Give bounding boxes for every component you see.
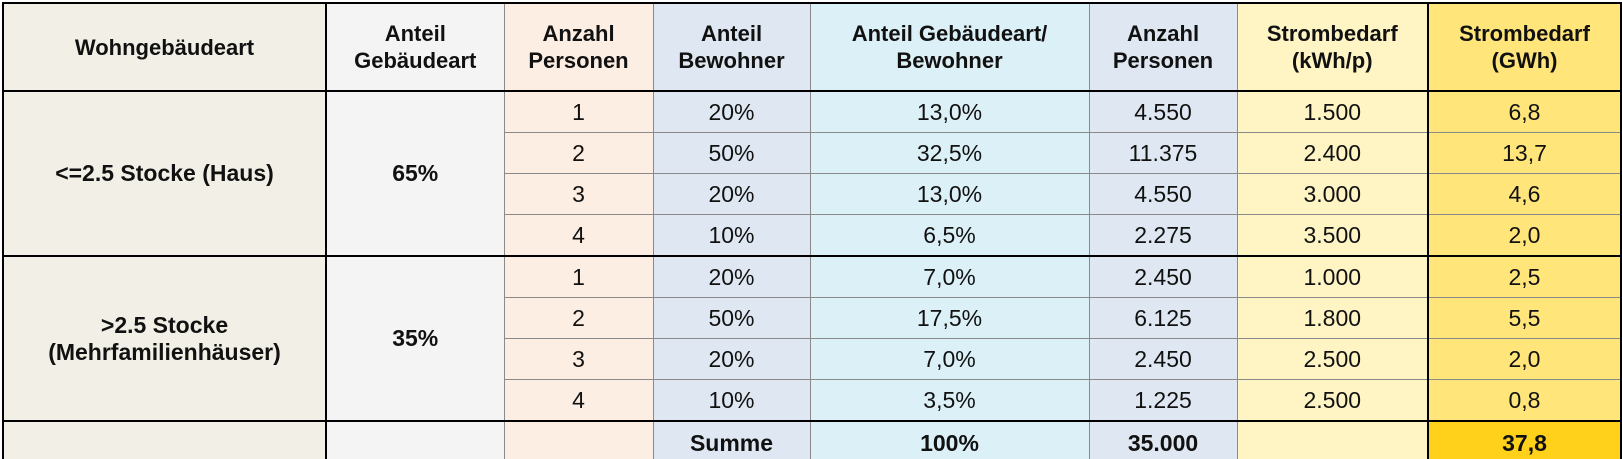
cell: 1 [503,255,654,298]
cell: 13,7 [1427,132,1622,174]
cell: 3.500 [1236,214,1429,257]
cell: 2 [503,297,654,339]
header-cell: Anteil Bewohner [652,2,811,92]
data-row: 3 20% 7,0% 2.450 2.500 2,0 [3,338,1622,380]
data-row: 4 10% 6,5% 2.275 3.500 2,0 [3,214,1622,257]
cell: 32,5% [809,132,1090,174]
cell: 6,5% [809,214,1090,257]
cell-text: >2.5 Stocke [100,311,229,338]
cell-text: Bewohner [896,48,1003,73]
cell: 13,0% [809,173,1090,215]
cell: 4.550 [1088,90,1238,133]
cell: 3 [503,338,654,380]
cell-text: Strombedarf [1459,21,1590,46]
cell: 2,0 [1427,338,1622,380]
group-share: 35% [325,255,505,422]
header-cell: Anteil Gebäudeart [325,2,505,92]
group-label: <=2.5 Stocke (Haus) [2,90,327,257]
data-row: 4 10% 3,5% 1.225 2.500 0,8 [3,379,1622,422]
data-row: 2 50% 32,5% 11.375 2.400 13,7 [3,132,1622,174]
cell: 1.000 [1236,255,1429,298]
cell: 10% [652,214,811,257]
cell: 4,6 [1427,173,1622,215]
cell: 17,5% [809,297,1090,339]
cell-text: Personen [1112,48,1214,73]
cell: 4 [503,214,654,257]
cell: 11.375 [1088,132,1238,174]
cell-text: (Mehrfamilienhäuser) [48,338,281,365]
cell: 0,8 [1427,379,1622,422]
cell: 2.450 [1088,338,1238,380]
cell: 7,0% [809,255,1090,298]
empty-cell [2,420,327,459]
summary-cell: 35.000 [1088,420,1238,459]
cell: 1.500 [1236,90,1429,133]
cell: 3,5% [809,379,1090,422]
summary-total: 37,8 [1427,420,1622,459]
cell: 6,8 [1427,90,1622,133]
cell-text: Anteil Gebäudeart/ [851,21,1048,46]
cell: 20% [652,173,811,215]
cell: 5,5 [1427,297,1622,339]
header-cell: Strombedarf (kWh/p) [1236,2,1429,92]
cell: 2.450 [1088,255,1238,298]
header-cell: Anzahl Personen [503,2,654,92]
cell: 20% [652,255,811,298]
cell: 20% [652,338,811,380]
cell: 50% [652,297,811,339]
cell-text: (GWh) [1491,48,1558,73]
cell: 2 [503,132,654,174]
empty-cell [503,420,654,459]
cell: 3 [503,173,654,215]
cell-text: Personen [528,48,629,73]
empty-cell [325,420,505,459]
cell: 7,0% [809,338,1090,380]
cell-text: (kWh/p) [1291,48,1373,73]
cell: 6.125 [1088,297,1238,339]
cell: 4 [503,379,654,422]
empty-cell [1236,420,1429,459]
cell: 2.500 [1236,379,1429,422]
cell-text: Anteil [384,21,446,46]
data-row: <=2.5 Stocke (Haus) 65% 1 20% 13,0% 4.550 1.50… [2,90,1622,257]
cell: 1 [503,90,654,133]
cell-text: Gebäudeart [354,48,477,73]
summary-row: Summe 100% 35.000 37,8 [2,420,1622,459]
cell: 3.000 [1236,173,1429,215]
header-cell: Wohngebäudeart [2,2,327,92]
data-row: 3 20% 13,0% 4.550 3.000 4,6 [3,173,1622,215]
header-cell: Strombedarf (GWh) [1427,2,1622,92]
group-label: >2.5 Stocke (Mehrfamilienhäuser) [2,255,327,422]
cell-text: Strombedarf [1266,21,1398,46]
cell: 2,5 [1427,255,1622,298]
cell: 4.550 [1088,173,1238,215]
cell: 20% [652,90,811,133]
summary-cell: Summe [652,420,811,459]
cell-text: Bewohner [678,48,785,73]
header-cell: Anteil Gebäudeart/Bewohner [809,2,1090,92]
data-row: 2 50% 17,5% 6.125 1.800 5,5 [3,297,1622,339]
header-row: Wohngebäudeart Anteil Gebäudeart Anzahl Pers… [2,2,1622,92]
cell-text: <=2.5 Stocke (Haus) [55,160,274,186]
group-share: 65% [325,90,505,257]
cell: 1.800 [1236,297,1429,339]
cell: 2.500 [1236,338,1429,380]
cell: 1.225 [1088,379,1238,422]
cell: 2,0 [1427,214,1622,257]
cell-text: Anteil [700,21,763,46]
cell-text: Anzahl [542,21,615,46]
cell: 13,0% [809,90,1090,133]
cell-text: Anzahl [1126,21,1200,46]
summary-cell: 100% [809,420,1090,459]
cell: 10% [652,379,811,422]
cell-text: Wohngebäudeart [74,34,255,60]
cell: 2.400 [1236,132,1429,174]
header-cell: Anzahl Personen [1088,2,1238,92]
cell: 50% [652,132,811,174]
cell: 2.275 [1088,214,1238,257]
data-row: >2.5 Stocke (Mehrfamilienhäuser) 35% 1 20% 7,… [2,255,1622,422]
